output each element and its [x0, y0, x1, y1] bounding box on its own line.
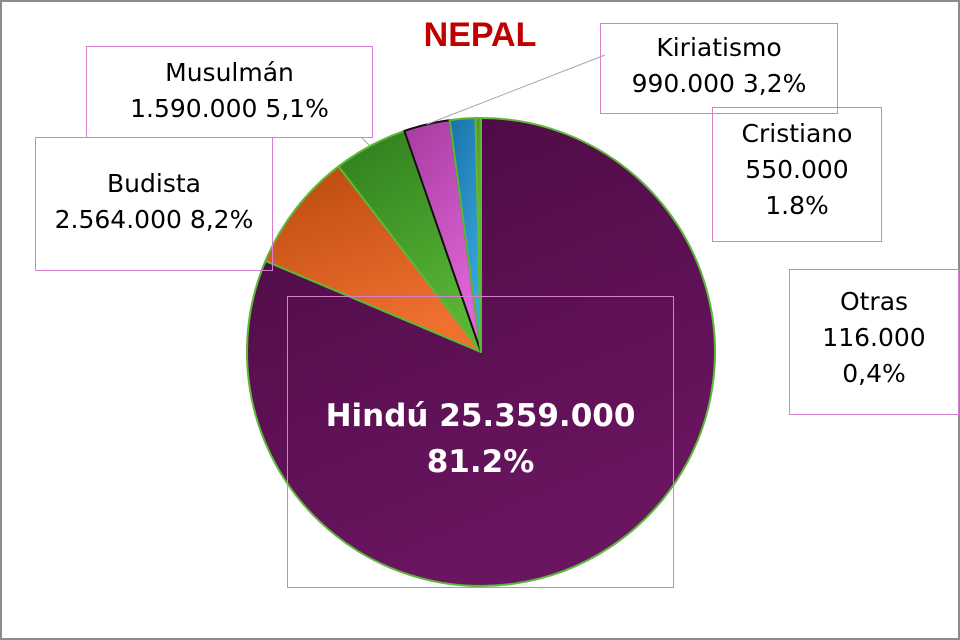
leader-line-kiriatismo [426, 54, 606, 125]
pie-slice-otras [474, 116, 482, 353]
data-label-otras: Otras 116.000 0,4% [789, 269, 959, 415]
data-label-musulman-value: 1.590.000 5,1% [130, 94, 329, 123]
data-label-cristiano-value: 550.000 [745, 155, 849, 184]
pie-slice-budista [264, 165, 482, 353]
data-label-kiriatismo-value: 990.000 3,2% [631, 69, 807, 98]
data-label-cristiano: Cristiano 550.000 1.8% [712, 107, 882, 242]
data-label-budista-value: 2.564.000 8,2% [54, 205, 254, 234]
data-label-otras-value: 116.000 [822, 323, 926, 352]
data-label-budista: Budista 2.564.000 8,2% [35, 137, 273, 271]
data-label-budista-name: Budista [107, 169, 201, 198]
data-label-otras-percent: 0,4% [842, 359, 906, 388]
data-label-kiriatismo-name: Kiriatismo [656, 33, 782, 62]
data-label-musulman: Musulmán 1.590.000 5,1% [86, 46, 373, 138]
leader-line-musulmán [361, 137, 371, 147]
data-label-hindu-name: Hindú 25.359.000 [325, 398, 636, 434]
data-label-hindu-percent: 81.2% [426, 444, 535, 480]
chart-title: NEPAL [423, 16, 537, 54]
data-label-cristiano-name: Cristiano [741, 119, 853, 148]
data-label-hindu: Hindú 25.359.000 81.2% [287, 296, 674, 588]
data-label-cristiano-percent: 1.8% [765, 191, 829, 220]
data-label-musulman-name: Musulmán [165, 58, 294, 87]
data-label-kiriatismo: Kiriatismo 990.000 3,2% [600, 23, 838, 114]
data-label-otras-name: Otras [839, 287, 909, 316]
